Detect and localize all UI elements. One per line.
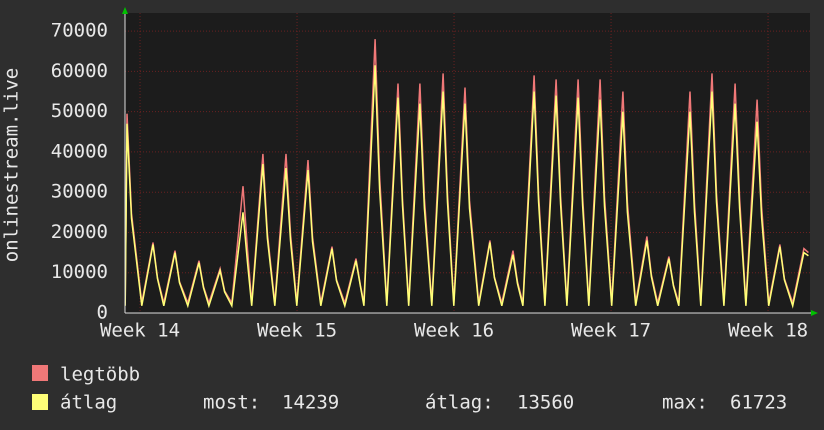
x-tick-label: Week 17	[571, 320, 651, 342]
stat-label: most:	[203, 392, 260, 414]
legend-label: átlag	[60, 392, 117, 414]
y-tick-label: 40000	[51, 140, 108, 162]
stat-label: max:	[662, 392, 708, 414]
y-axis-label: onlinestream.live	[1, 68, 23, 262]
x-tick-label: Week 18	[728, 320, 808, 342]
y-tick-label: 60000	[51, 60, 108, 82]
y-tick-label: 50000	[51, 100, 108, 122]
x-arrow	[811, 310, 818, 316]
stat-value: 61723	[730, 392, 787, 414]
y-tick-label: 20000	[51, 221, 108, 243]
stat-label: átlag:	[425, 392, 494, 414]
y-tick-label: 70000	[51, 20, 108, 42]
legend-label: legtöbb	[60, 364, 140, 386]
stat-value: 14239	[282, 392, 339, 414]
x-tick-label: Week 15	[257, 320, 337, 342]
legend-swatch	[32, 365, 48, 381]
x-tick-label: Week 14	[100, 320, 180, 342]
series-line	[124, 65, 809, 309]
y-tick-label: 30000	[51, 181, 108, 203]
y-tick-label: 0	[97, 302, 108, 324]
y-tick-label: 10000	[51, 261, 108, 283]
legend-swatch	[32, 394, 48, 410]
y-arrow	[122, 7, 128, 14]
stat-value: 13560	[517, 392, 574, 414]
x-tick-label: Week 16	[414, 320, 494, 342]
